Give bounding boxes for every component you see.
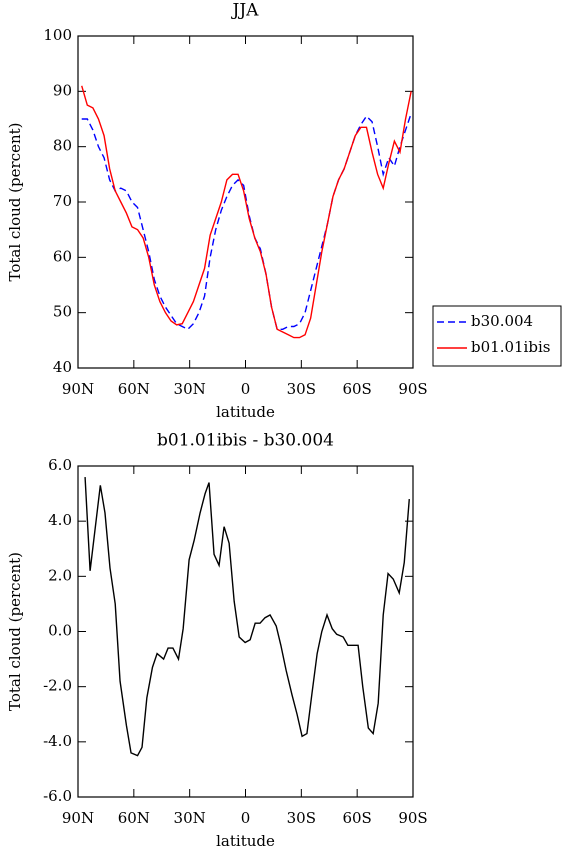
x-tick-label: 30S	[287, 809, 316, 827]
x-tick-label: 90S	[398, 380, 427, 398]
x-tick-label: 0	[241, 380, 251, 398]
data-line	[81, 85, 412, 339]
plot-frame	[77, 35, 414, 369]
y-tick-label: 6.0	[48, 456, 72, 474]
y-tick-label: 60	[53, 247, 72, 265]
x-axis-label: latitude	[216, 403, 275, 421]
x-tick-label: 90N	[62, 809, 94, 827]
x-tick-label: 90N	[62, 380, 94, 398]
x-axis-label: latitude	[216, 832, 275, 850]
x-tick-label: 60N	[118, 380, 150, 398]
y-axis-label: Total cloud (percent)	[6, 552, 24, 711]
x-tick-label: 60N	[118, 809, 150, 827]
data-line	[81, 113, 412, 331]
x-tick-label: 60S	[342, 380, 371, 398]
x-tick-label: 30N	[174, 380, 206, 398]
y-tick-label: 0.0	[48, 622, 72, 640]
legend-box	[432, 305, 562, 367]
y-tick-label: -4.0	[43, 732, 72, 750]
x-tick-label: 30S	[287, 380, 316, 398]
y-axis-label: Total cloud (percent)	[6, 123, 24, 282]
legend-label: b01.01ibis	[471, 338, 550, 356]
x-tick-label: 30N	[174, 809, 206, 827]
legend-label: b30.004	[471, 312, 533, 330]
y-tick-label: -2.0	[43, 677, 72, 695]
plot-frame	[77, 465, 414, 798]
x-tick-label: 90S	[398, 809, 427, 827]
x-tick-label: 0	[241, 809, 251, 827]
y-tick-label: 100	[43, 26, 72, 44]
y-tick-label: 80	[53, 137, 72, 155]
chart-title: JJA	[231, 1, 260, 21]
chart-title: b01.01ibis - b30.004	[157, 431, 334, 451]
y-tick-label: -6.0	[43, 787, 72, 805]
x-tick-label: 60S	[342, 809, 371, 827]
y-tick-label: 2.0	[48, 566, 72, 584]
y-tick-label: 50	[53, 303, 72, 321]
y-tick-label: 90	[53, 81, 72, 99]
y-tick-label: 70	[53, 192, 72, 210]
data-line	[84, 476, 410, 757]
y-tick-label: 4.0	[48, 511, 72, 529]
y-tick-label: 40	[53, 358, 72, 376]
